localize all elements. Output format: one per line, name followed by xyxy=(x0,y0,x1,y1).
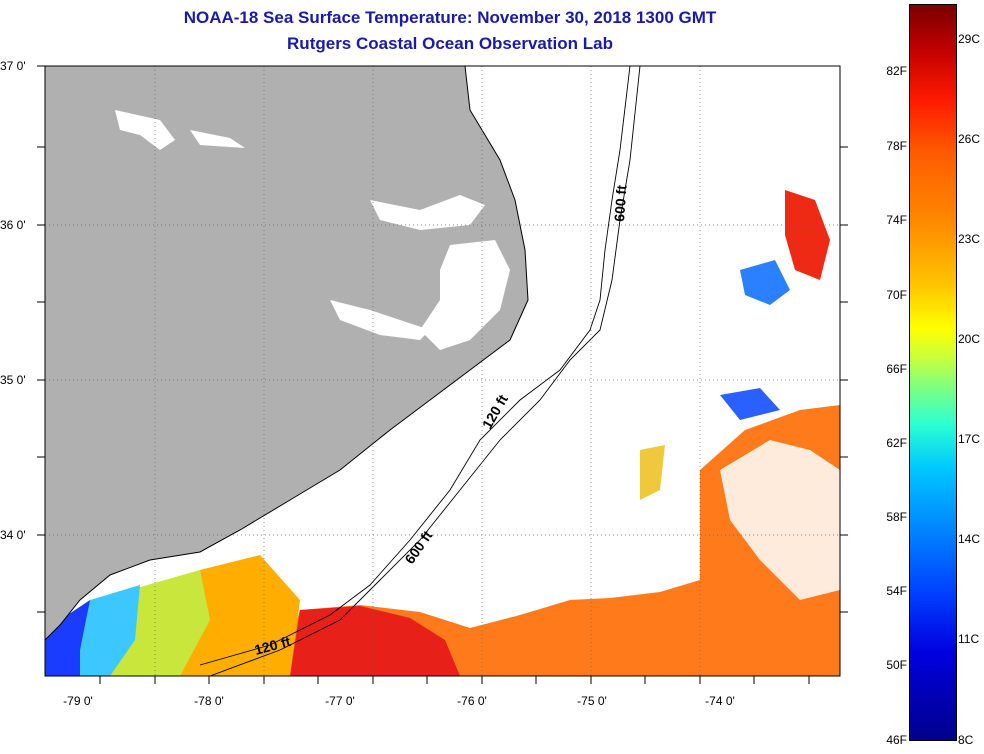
lat-label-37: 37 0' xyxy=(0,59,26,73)
lon-label-74: -74 0' xyxy=(705,694,735,708)
inland-lake xyxy=(115,110,175,150)
colorbar-label-78f: 78F xyxy=(886,139,907,153)
axis-ticks xyxy=(37,65,848,684)
warm-water-southeast xyxy=(280,405,840,676)
colorbar-label-50f: 50F xyxy=(886,658,907,672)
colorbar-label-29c: 29C xyxy=(958,32,981,46)
cold-coastal-water xyxy=(45,600,90,676)
colorbar-label-82f: 82F xyxy=(886,64,907,78)
colorbar-label-58f: 58F xyxy=(886,510,907,524)
map-subtitle: Rutgers Coastal Ocean Observation Lab xyxy=(287,34,613,53)
lon-label-75: -75 0' xyxy=(577,694,607,708)
colorbar-label-23c: 23C xyxy=(958,232,981,246)
pamlico-sound xyxy=(420,240,510,350)
colorbar-label-14c: 14C xyxy=(958,532,981,546)
lon-label-78: -78 0' xyxy=(194,694,224,708)
colorbar-label-62f: 62F xyxy=(886,436,907,450)
colorbar-label-11c: 11C xyxy=(958,632,980,646)
lon-label-79: -79 0' xyxy=(63,694,93,708)
lat-label-34: 34 0' xyxy=(0,528,26,542)
gulf-stream-edge-north xyxy=(785,190,830,280)
depth-contour-600ft xyxy=(209,66,641,676)
lon-label-77: -77 0' xyxy=(325,694,355,708)
inland-lake-2 xyxy=(190,130,245,148)
river-inlet xyxy=(330,300,430,340)
colorbar-label-17c: 17C xyxy=(958,432,981,446)
colorbar-label-70f: 70F xyxy=(886,288,907,302)
plot-frame xyxy=(44,65,841,677)
colorbar-label-26c: 26C xyxy=(958,132,981,146)
colorbar-label-74f: 74F xyxy=(886,213,907,227)
cool-patch-mid xyxy=(720,388,780,420)
colorbar-label-20c: 20C xyxy=(958,332,981,346)
map-title: NOAA-18 Sea Surface Temperature: Novembe… xyxy=(183,8,717,27)
depth-label-600ft-north: 600 ft xyxy=(611,184,630,222)
colorbar-label-46f: 46F xyxy=(886,733,907,747)
lat-lon-grid xyxy=(45,66,840,676)
temperature-colorbar xyxy=(909,4,957,741)
colorbar-label-8c: 8C xyxy=(958,733,974,747)
colorbar-label-66f: 66F xyxy=(886,362,907,376)
lon-label-76: -76 0' xyxy=(457,694,487,708)
cool-patch-north xyxy=(740,260,790,305)
cloud-cover-patch xyxy=(720,440,840,600)
colorbar-label-54f: 54F xyxy=(886,584,907,598)
lat-label-36: 36 0' xyxy=(0,218,26,232)
depth-contour-120ft xyxy=(199,66,631,666)
lat-label-35: 35 0' xyxy=(0,373,26,387)
warm-patch-scattered xyxy=(640,445,665,500)
albemarle-sound xyxy=(370,195,485,230)
